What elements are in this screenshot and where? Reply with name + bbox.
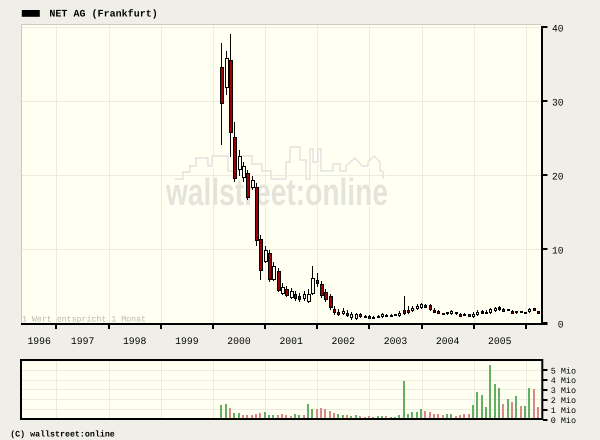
svg-text:2004: 2004 [436, 337, 460, 348]
svg-text:1 Wert entspricht 1 Monat: 1 Wert entspricht 1 Monat [22, 315, 146, 325]
svg-text:2002: 2002 [332, 337, 356, 348]
svg-text:2005: 2005 [488, 337, 512, 348]
svg-text:1 Mio: 1 Mio [551, 406, 576, 416]
svg-text:40: 40 [552, 24, 564, 35]
svg-text:3 Mio: 3 Mio [551, 386, 576, 396]
svg-text:wallstreet:online: wallstreet:online [165, 172, 388, 214]
svg-text:2000: 2000 [227, 337, 251, 348]
svg-text:0: 0 [558, 321, 564, 332]
svg-text:2003: 2003 [384, 337, 408, 348]
svg-text:30: 30 [552, 98, 564, 109]
svg-text:2001: 2001 [279, 337, 303, 348]
svg-text:20: 20 [552, 173, 564, 184]
svg-text:(C) wallstreet:online: (C) wallstreet:online [10, 429, 115, 439]
svg-text:1996: 1996 [27, 337, 51, 348]
svg-text:5 Mio: 5 Mio [551, 366, 576, 376]
svg-text:0 Mio: 0 Mio [551, 416, 576, 426]
svg-text:2 Mio: 2 Mio [551, 396, 576, 406]
svg-text:1997: 1997 [71, 337, 95, 348]
svg-text:NET AG (Frankfurt): NET AG (Frankfurt) [49, 9, 157, 21]
svg-text:1999: 1999 [175, 337, 199, 348]
svg-text:10: 10 [552, 247, 564, 258]
svg-text:1998: 1998 [123, 337, 147, 348]
svg-text:4 Mio: 4 Mio [551, 376, 576, 386]
svg-text:wallstreet:online: wallstreet:online [166, 173, 389, 215]
